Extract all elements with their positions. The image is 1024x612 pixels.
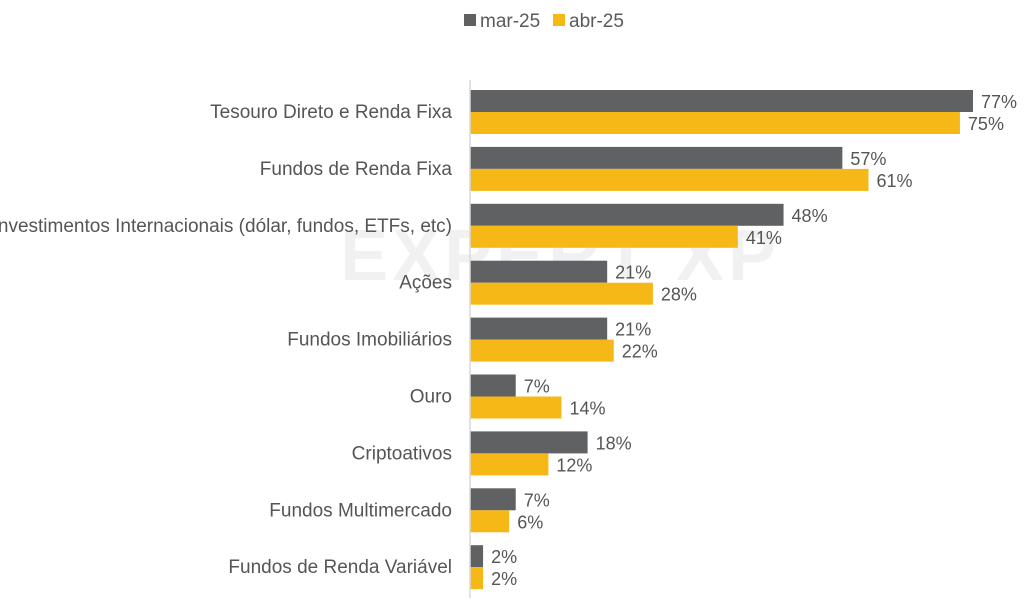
data-label-abr-25: 2% — [491, 569, 517, 589]
data-label-abr-25: 41% — [746, 228, 782, 248]
bar-mar-25 — [470, 146, 843, 169]
data-label-abr-25: 61% — [876, 171, 912, 191]
bar-mar-25 — [470, 317, 608, 340]
bar-abr-25 — [470, 168, 869, 191]
bar-abr-25 — [470, 567, 484, 590]
data-label-mar-25: 77% — [981, 92, 1017, 112]
bar-abr-25 — [470, 112, 960, 134]
category-label: Ações — [399, 273, 452, 294]
category-label: Fundos de Renda Fixa — [260, 159, 453, 180]
category-label: Tesouro Direto e Renda Fixa — [210, 102, 452, 123]
bar-abr-25 — [470, 396, 562, 419]
data-label-mar-25: 48% — [792, 206, 828, 226]
bar-abr-25 — [470, 453, 549, 476]
bar-mar-25 — [470, 90, 973, 112]
data-label-abr-25: 22% — [622, 342, 658, 362]
bar-mar-25 — [470, 374, 516, 397]
data-label-mar-25: 21% — [615, 263, 651, 283]
data-label-mar-25: 7% — [524, 490, 550, 510]
bar-mar-25 — [470, 431, 588, 454]
category-label: Investimentos Internacionais (dólar, fun… — [0, 216, 452, 237]
data-label-abr-25: 75% — [968, 114, 1004, 134]
category-label: Fundos de Renda Variável — [228, 557, 452, 578]
data-label-mar-25: 2% — [491, 547, 517, 567]
bar-mar-25 — [470, 545, 484, 568]
data-label-mar-25: 57% — [850, 149, 886, 169]
data-label-abr-25: 14% — [569, 399, 605, 419]
category-label: Criptoativos — [352, 443, 452, 464]
category-label: Ouro — [410, 387, 452, 408]
category-label: Fundos Imobiliários — [287, 330, 452, 351]
data-label-abr-25: 12% — [556, 455, 592, 475]
legend-label-mar-25: mar-25 — [480, 11, 540, 32]
legend: mar-25 abr-25 — [464, 11, 624, 32]
bars-group: Tesouro Direto e Renda Fixa 77%75% Fundos … — [0, 90, 1017, 590]
legend-label-abr-25: abr-25 — [569, 11, 624, 32]
bar-abr-25 — [470, 510, 510, 533]
bar-abr-25 — [470, 225, 738, 248]
bar-abr-25 — [470, 339, 614, 362]
bar-mar-25 — [470, 260, 608, 283]
category-label: Fundos Multimercado — [269, 500, 452, 521]
legend-swatch-abr-25 — [553, 14, 565, 26]
data-label-mar-25: 18% — [596, 433, 632, 453]
bar-abr-25 — [470, 282, 653, 305]
bar-mar-25 — [470, 203, 784, 226]
data-label-abr-25: 6% — [517, 512, 543, 532]
data-label-abr-25: 28% — [661, 285, 697, 305]
bar-mar-25 — [470, 488, 516, 511]
legend-swatch-mar-25 — [464, 14, 476, 26]
data-label-mar-25: 21% — [615, 320, 651, 340]
data-label-mar-25: 7% — [524, 377, 550, 397]
